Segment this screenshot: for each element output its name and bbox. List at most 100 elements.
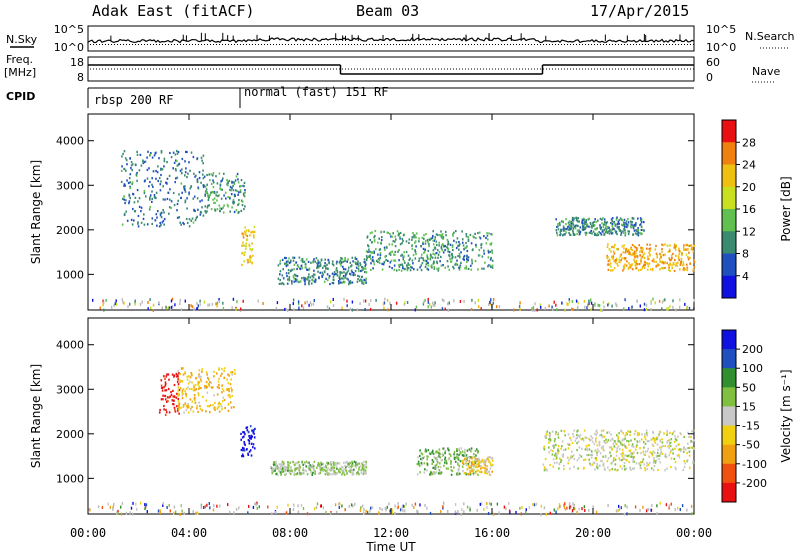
velocity-cell (456, 453, 458, 456)
velocity-cell (348, 466, 350, 469)
velocity-cell (611, 468, 613, 471)
velocity-cell (346, 461, 349, 464)
velocity-cell (279, 467, 282, 470)
power-noise-cell (123, 301, 125, 305)
power-cell (453, 267, 455, 270)
velocity-cell (666, 441, 668, 444)
power-cell (281, 258, 284, 261)
power-cell (429, 253, 432, 256)
power-cell (309, 276, 312, 279)
velocity-cell (280, 465, 282, 468)
velocity-cell (212, 404, 214, 407)
velocity-cell (228, 390, 230, 393)
power-cell (192, 197, 195, 200)
power-noise-cell (531, 307, 533, 311)
velocity-cell (487, 458, 489, 461)
freq-dot (207, 68, 208, 70)
velocity-cell (284, 473, 286, 476)
power-cell (221, 188, 223, 191)
power-cell (684, 268, 686, 271)
velocity-noise-cell (583, 505, 586, 509)
power-cell (483, 249, 485, 252)
power-cell (160, 224, 162, 227)
velocity-cell (218, 405, 221, 408)
power-cell (643, 266, 646, 269)
velocity-cell (629, 466, 631, 469)
velocity-cell (285, 472, 288, 475)
velocity-cell (242, 431, 244, 434)
velocity-cell (470, 450, 472, 453)
velocity-noise-cell (520, 512, 522, 516)
velocity-cell (433, 472, 435, 475)
velocity-cell (296, 472, 299, 475)
power-cell (690, 244, 693, 247)
velocity-cell (296, 467, 298, 470)
velocity-cell (435, 451, 437, 454)
power-cell (370, 257, 372, 260)
velocity-cell (553, 461, 556, 464)
power-cell (172, 167, 174, 170)
power-cell (286, 264, 289, 267)
power-cell (442, 236, 445, 239)
freq-dot (573, 68, 574, 70)
power-cell (131, 169, 133, 172)
power-cell (157, 165, 159, 168)
velocity-noise-cell (233, 511, 235, 515)
power-cell (555, 229, 558, 232)
velocity-cell (277, 466, 280, 469)
velocity-cell (676, 454, 679, 457)
velocity-cell (688, 450, 691, 453)
nsky-tick-top-right: 10^5 (706, 23, 736, 36)
power-noise-cell (359, 302, 361, 305)
power-cell (601, 230, 604, 233)
power-cell (693, 266, 696, 269)
power-noise-cell (232, 297, 235, 301)
power-cell (237, 211, 240, 214)
power-cell (244, 230, 246, 233)
velocity-cell (320, 461, 322, 464)
power-noise-cell (127, 305, 129, 309)
velocity-cell (623, 443, 626, 446)
power-noise-cell (519, 301, 521, 305)
velocity-noise-cell (117, 509, 119, 513)
power-cell (344, 258, 346, 261)
power-cell (490, 256, 492, 260)
nsearch-dot (552, 44, 553, 45)
velocity-noise-cell (202, 506, 205, 509)
nsearch-dot (666, 44, 667, 45)
velocity-noise-cell (397, 502, 399, 505)
power-cell (394, 235, 397, 238)
freq-dot (264, 68, 265, 70)
power-cell (373, 239, 376, 242)
velocity-cell (457, 456, 459, 460)
velocity-cell (281, 460, 284, 463)
power-cell (441, 249, 444, 252)
velocity-noise-cell (417, 510, 419, 514)
power-cell (284, 256, 286, 259)
nsearch-dot (408, 44, 409, 45)
velocity-cell (302, 469, 304, 472)
velocity-cell (631, 443, 634, 446)
power-noise-cell (628, 307, 630, 310)
velocity-cell (454, 456, 456, 459)
power-cell (234, 179, 237, 182)
velocity-noise-cell (204, 505, 206, 509)
power-cell (463, 256, 465, 259)
power-cell (388, 265, 391, 268)
freq-dot (273, 68, 274, 70)
power-cell (176, 216, 179, 219)
power-noise-cell (492, 301, 494, 305)
power-cell (348, 280, 351, 283)
nsearch-dot (393, 44, 394, 45)
power-cell (363, 258, 366, 261)
power-cell (451, 245, 454, 248)
velocity-cell (433, 465, 436, 468)
nsearch-dot (378, 44, 379, 45)
velocity-cell (584, 436, 587, 439)
power-cell (351, 271, 353, 274)
velocity-cell (311, 463, 314, 466)
power-cell (460, 251, 462, 254)
power-cell (622, 251, 624, 254)
power-cell (287, 278, 289, 281)
power-cell (231, 187, 233, 190)
